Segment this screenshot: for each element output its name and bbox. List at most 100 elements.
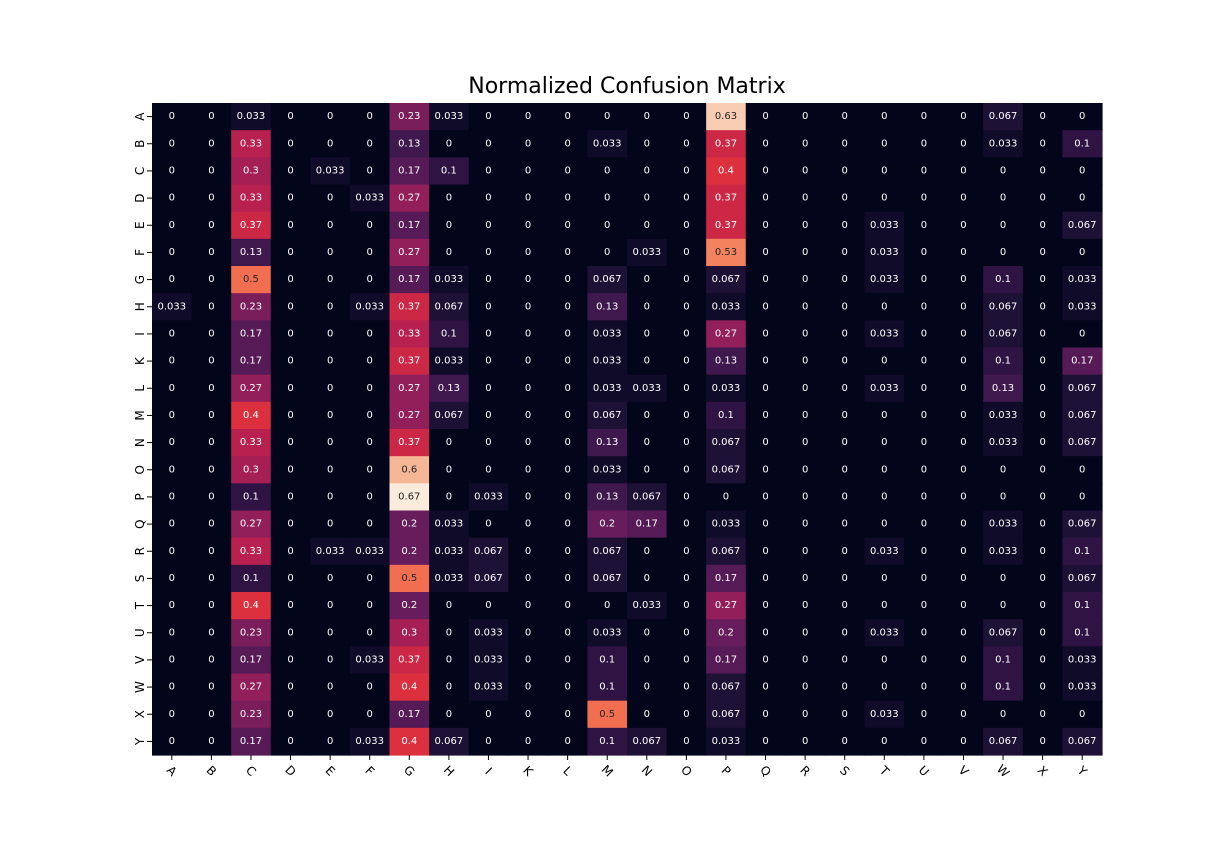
heatmap-cell — [508, 401, 549, 430]
heatmap-cell — [1022, 483, 1064, 512]
cell-value-label: 0 — [881, 138, 887, 149]
x-tick-label: W — [994, 762, 1012, 780]
heatmap-cell — [983, 456, 1024, 484]
cell-value-label: 0 — [762, 410, 768, 421]
cell-value-label: 0 — [683, 165, 689, 176]
cell-value-label: 0 — [644, 410, 650, 421]
x-tick-label: K — [520, 763, 536, 779]
cell-value-label: 0 — [1079, 111, 1085, 122]
heatmap-cell — [587, 347, 628, 376]
heatmap-cell — [1062, 700, 1103, 729]
cell-value-label: 0 — [802, 220, 808, 231]
cell-value-label: 0 — [169, 682, 175, 693]
heatmap-cell — [310, 374, 351, 403]
heatmap-cell — [547, 619, 589, 647]
heatmap-cell — [270, 646, 311, 675]
heatmap-cell — [231, 456, 272, 484]
heatmap-cell — [627, 483, 668, 512]
heatmap-cell — [706, 401, 747, 430]
cell-value-label: 0.033 — [989, 437, 1018, 448]
heatmap-cell — [785, 130, 826, 158]
x-tick-label: D — [282, 763, 298, 779]
cell-value-label: 0 — [327, 274, 333, 285]
heatmap-cell — [824, 646, 866, 675]
cell-value-label: 0 — [564, 654, 570, 665]
y-tick-label: K — [133, 356, 147, 365]
cell-value-label: 0 — [762, 709, 768, 720]
heatmap-cell — [1062, 211, 1103, 240]
heatmap-cell — [547, 456, 589, 484]
heatmap-cell — [864, 727, 905, 756]
cell-value-label: 0 — [169, 220, 175, 231]
cell-value-label: 0.1 — [243, 491, 259, 502]
heatmap-cell — [666, 564, 707, 593]
heatmap-cell — [349, 401, 391, 430]
heatmap-cell — [468, 103, 509, 131]
cell-value-label: 0 — [842, 519, 848, 530]
cell-value-label: 0 — [960, 654, 966, 665]
heatmap-cell — [191, 429, 232, 457]
cell-value-label: 0 — [1039, 301, 1045, 312]
cell-value-label: 0 — [762, 274, 768, 285]
cell-value-label: 0 — [327, 682, 333, 693]
heatmap-cell — [349, 483, 391, 512]
heatmap-cell — [785, 619, 826, 647]
cell-value-label: 0 — [208, 437, 214, 448]
heatmap-cell — [1022, 238, 1064, 267]
heatmap-cell — [745, 103, 786, 131]
cell-value-label: 0 — [960, 328, 966, 339]
heatmap-cell — [547, 103, 589, 131]
cell-value-label: 0.17 — [398, 220, 420, 231]
heatmap-cell — [745, 184, 786, 213]
y-tick-label: W — [133, 681, 147, 693]
heatmap-cell — [706, 266, 747, 294]
cell-value-label: 0 — [446, 654, 452, 665]
cell-value-label: 0 — [208, 519, 214, 530]
cell-value-label: 0.3 — [401, 627, 417, 638]
heatmap-cell — [904, 456, 945, 484]
heatmap-cell — [666, 184, 707, 213]
heatmap-cell — [547, 238, 589, 267]
cell-value-label: 0.033 — [316, 165, 345, 176]
heatmap-cell — [468, 483, 509, 512]
heatmap-cell — [429, 619, 470, 647]
y-tick-label: D — [133, 193, 147, 202]
cell-value-label: 0 — [921, 464, 927, 475]
heatmap-cell — [508, 510, 549, 539]
heatmap-cell — [1022, 592, 1064, 620]
cell-value-label: 0 — [208, 410, 214, 421]
heatmap-cell — [191, 130, 232, 158]
cell-value-label: 0 — [367, 573, 373, 584]
cell-value-label: 0.37 — [715, 220, 737, 231]
cell-value-label: 0.033 — [632, 247, 661, 258]
cell-value-label: 0 — [287, 464, 293, 475]
x-tick-label: I — [482, 765, 494, 777]
cell-value-label: 0.23 — [240, 709, 262, 720]
heatmap-cell — [429, 537, 470, 566]
heatmap-cell — [349, 673, 391, 702]
heatmap-cell — [706, 103, 747, 131]
cell-value-label: 0.1 — [599, 654, 615, 665]
cell-value-label: 0 — [287, 600, 293, 611]
cell-value-label: 0 — [287, 138, 293, 149]
cell-value-label: 0 — [169, 383, 175, 394]
cell-value-label: 0 — [1039, 193, 1045, 204]
heatmap-cell — [706, 157, 747, 186]
heatmap-cell — [587, 619, 628, 647]
heatmap-cell — [824, 266, 866, 294]
cell-value-label: 0 — [564, 437, 570, 448]
heatmap-cell — [191, 727, 232, 756]
cell-value-label: 0 — [1079, 247, 1085, 258]
heatmap-cell — [666, 157, 707, 186]
cell-value-label: 0 — [762, 627, 768, 638]
cell-value-label: 0 — [485, 356, 491, 367]
cell-value-label: 0 — [881, 491, 887, 502]
cell-value-label: 0 — [881, 573, 887, 584]
heatmap-cell — [864, 401, 905, 430]
cell-value-label: 0.1 — [1074, 546, 1090, 557]
cell-value-label: 0 — [802, 410, 808, 421]
heatmap-cell — [1022, 700, 1064, 729]
heatmap-cell — [1062, 130, 1103, 158]
heatmap-cell — [785, 727, 826, 756]
cell-value-label: 0.1 — [995, 654, 1011, 665]
